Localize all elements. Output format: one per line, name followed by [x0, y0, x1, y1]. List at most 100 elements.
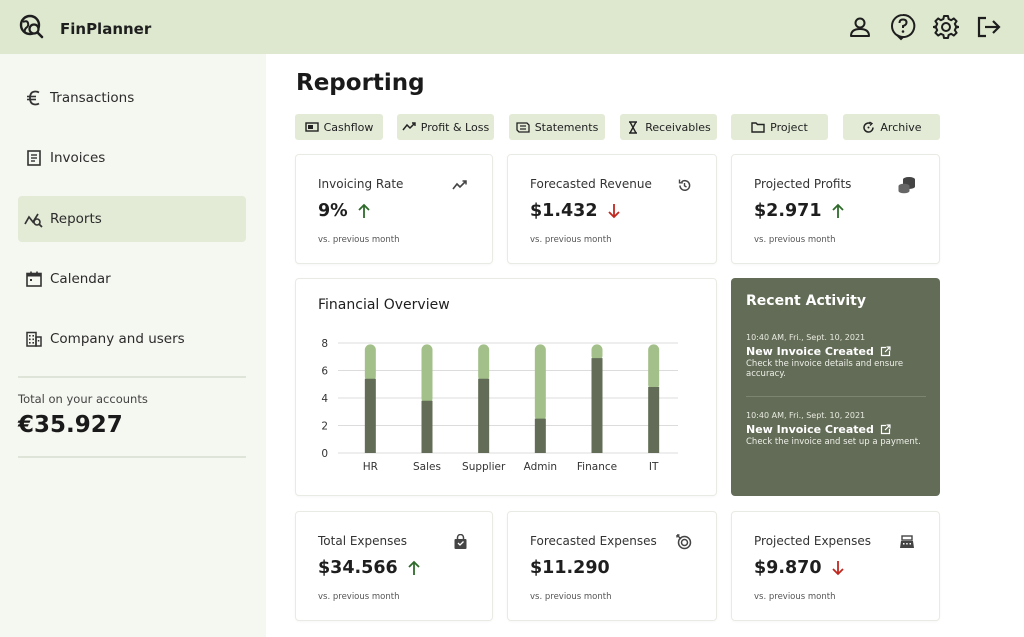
kpi-value-text: $1.432 [530, 201, 598, 221]
brand[interactable]: FinPlanner [18, 13, 151, 45]
kpi-value-text: $34.566 [318, 558, 398, 578]
tab-receivables[interactable]: Receivables [620, 114, 717, 140]
kpi-value-text: $2.971 [754, 201, 822, 221]
kpi-card-projected-profits: Projected Profits $2.971 vs. previous mo… [731, 154, 940, 264]
reports-icon [24, 209, 44, 229]
sidebar-item-label: Company and users [50, 331, 185, 347]
activity-item[interactable]: 10:40 AM, Fri., Sept. 10, 2021 New Invoi… [746, 411, 928, 448]
kpi-value: $2.971 [754, 201, 846, 221]
kpi-subtext: vs. previous month [530, 235, 612, 245]
kpi-title: Invoicing Rate [318, 177, 404, 191]
activity-item[interactable]: 10:40 AM, Fri., Sept. 10, 2021 New Invoi… [746, 333, 928, 380]
chart-title: Financial Overview [318, 297, 450, 313]
total-accounts-value: €35.927 [18, 412, 123, 438]
bar-segment-dark [648, 387, 660, 453]
statement-icon [516, 120, 530, 134]
x-tick-label: Sales [413, 461, 441, 473]
arrow-down-icon [830, 559, 846, 577]
folder-icon [751, 120, 765, 134]
kpi-subtext: vs. previous month [318, 235, 400, 245]
kpi-value-text: $9.870 [754, 558, 822, 578]
financial-overview-card: Financial Overview 0 2 4 6 8 HR Sales Supplier A… [295, 278, 717, 496]
activity-title: Recent Activity [746, 293, 866, 309]
activity-heading-text: New Invoice Created [746, 423, 874, 436]
settings-icon[interactable] [931, 12, 961, 42]
euro-icon [24, 88, 44, 108]
activity-description: Check the invoice details and ensure acc… [746, 359, 904, 379]
external-link-icon[interactable] [880, 424, 891, 435]
help-icon[interactable] [888, 12, 918, 42]
globe-search-icon [18, 13, 46, 45]
tab-statements[interactable]: Statements [509, 114, 605, 140]
top-bar: FinPlanner [0, 0, 1024, 54]
tab-label: Cashflow [323, 120, 374, 134]
sidebar: Transactions Invoices Reports Calendar C… [0, 54, 266, 637]
y-tick-label: 2 [321, 421, 328, 433]
bar-segment-dark [591, 358, 603, 453]
bar-segment-light [591, 344, 603, 362]
sidebar-item-calendar[interactable]: Calendar [18, 256, 246, 302]
external-link-icon[interactable] [880, 346, 891, 357]
sidebar-item-transactions[interactable]: Transactions [18, 75, 246, 121]
arrow-up-icon [356, 202, 372, 220]
activity-heading-text: New Invoice Created [746, 345, 874, 358]
kpi-title: Forecasted Expenses [530, 534, 657, 548]
bar-segment-dark [364, 378, 376, 453]
bar-segment-light [478, 344, 490, 382]
total-accounts-label: Total on your accounts [18, 392, 148, 406]
kpi-title: Projected Profits [754, 177, 852, 191]
bar-segment-light [421, 344, 433, 404]
tab-project[interactable]: Project [731, 114, 828, 140]
invoice-icon [24, 148, 44, 168]
logout-icon[interactable] [974, 12, 1004, 42]
y-tick-label: 4 [321, 393, 328, 405]
tab-cashflow[interactable]: Cashflow [295, 114, 383, 140]
x-tick-label: Supplier [462, 461, 506, 473]
kpi-value-text: 9% [318, 201, 348, 221]
arrow-up-icon [406, 559, 422, 577]
bar-segment-light [534, 344, 546, 422]
tab-label: Profit & Loss [420, 120, 490, 134]
tab-archive[interactable]: Archive [843, 114, 940, 140]
bar-segment-light [364, 344, 376, 382]
user-icon[interactable] [845, 12, 875, 42]
kpi-value: $34.566 [318, 558, 422, 578]
kpi-card-projected-expenses: Projected Expenses $9.870 vs. previous m… [731, 511, 940, 621]
bar-segment-dark [534, 418, 546, 453]
history-icon [674, 175, 694, 195]
trending-up-icon [450, 175, 470, 195]
arrow-down-icon [606, 202, 622, 220]
sidebar-item-label: Reports [50, 211, 102, 227]
kpi-subtext: vs. previous month [754, 235, 836, 245]
bar-segment-dark [421, 400, 433, 453]
bar-segment-dark [478, 378, 490, 453]
sidebar-item-label: Calendar [50, 271, 111, 287]
kpi-subtext: vs. previous month [530, 592, 612, 602]
activity-description: Check the invoice and set up a payment. [746, 437, 921, 447]
kpi-subtext: vs. previous month [754, 592, 836, 602]
financial-overview-chart: 0 2 4 6 8 HR Sales Supplier Admin Finance IT [321, 338, 678, 473]
sidebar-item-label: Transactions [50, 90, 135, 106]
y-tick-label: 8 [321, 338, 328, 350]
cash-icon [304, 120, 319, 134]
sidebar-item-reports[interactable]: Reports [18, 196, 246, 242]
kpi-value-text: $11.290 [530, 558, 610, 578]
calendar-icon [24, 269, 44, 289]
tab-profit-loss[interactable]: Profit & Loss [397, 114, 494, 140]
sidebar-item-invoices[interactable]: Invoices [18, 135, 246, 181]
tab-label: Statements [534, 120, 599, 134]
recent-activity-panel: Recent Activity 10:40 AM, Fri., Sept. 10… [731, 278, 940, 496]
sidebar-item-label: Invoices [50, 150, 106, 166]
page-title: Reporting [296, 70, 425, 96]
activity-time: 10:40 AM, Fri., Sept. 10, 2021 [746, 411, 866, 420]
tab-label: Receivables [645, 120, 711, 134]
arrow-up-icon [830, 202, 846, 220]
activity-heading: New Invoice Created [746, 423, 928, 436]
kpi-subtext: vs. previous month [318, 592, 400, 602]
sidebar-item-company-and-users[interactable]: Company and users [18, 316, 246, 362]
register-icon [897, 532, 917, 552]
x-tick-label: HR [363, 461, 378, 473]
kpi-card-forecasted-revenue: Forecasted Revenue $1.432 vs. previous m… [507, 154, 717, 264]
kpi-value: $9.870 [754, 558, 846, 578]
kpi-card-forecasted-expenses: Forecasted Expenses $11.290 vs. previous… [507, 511, 717, 621]
